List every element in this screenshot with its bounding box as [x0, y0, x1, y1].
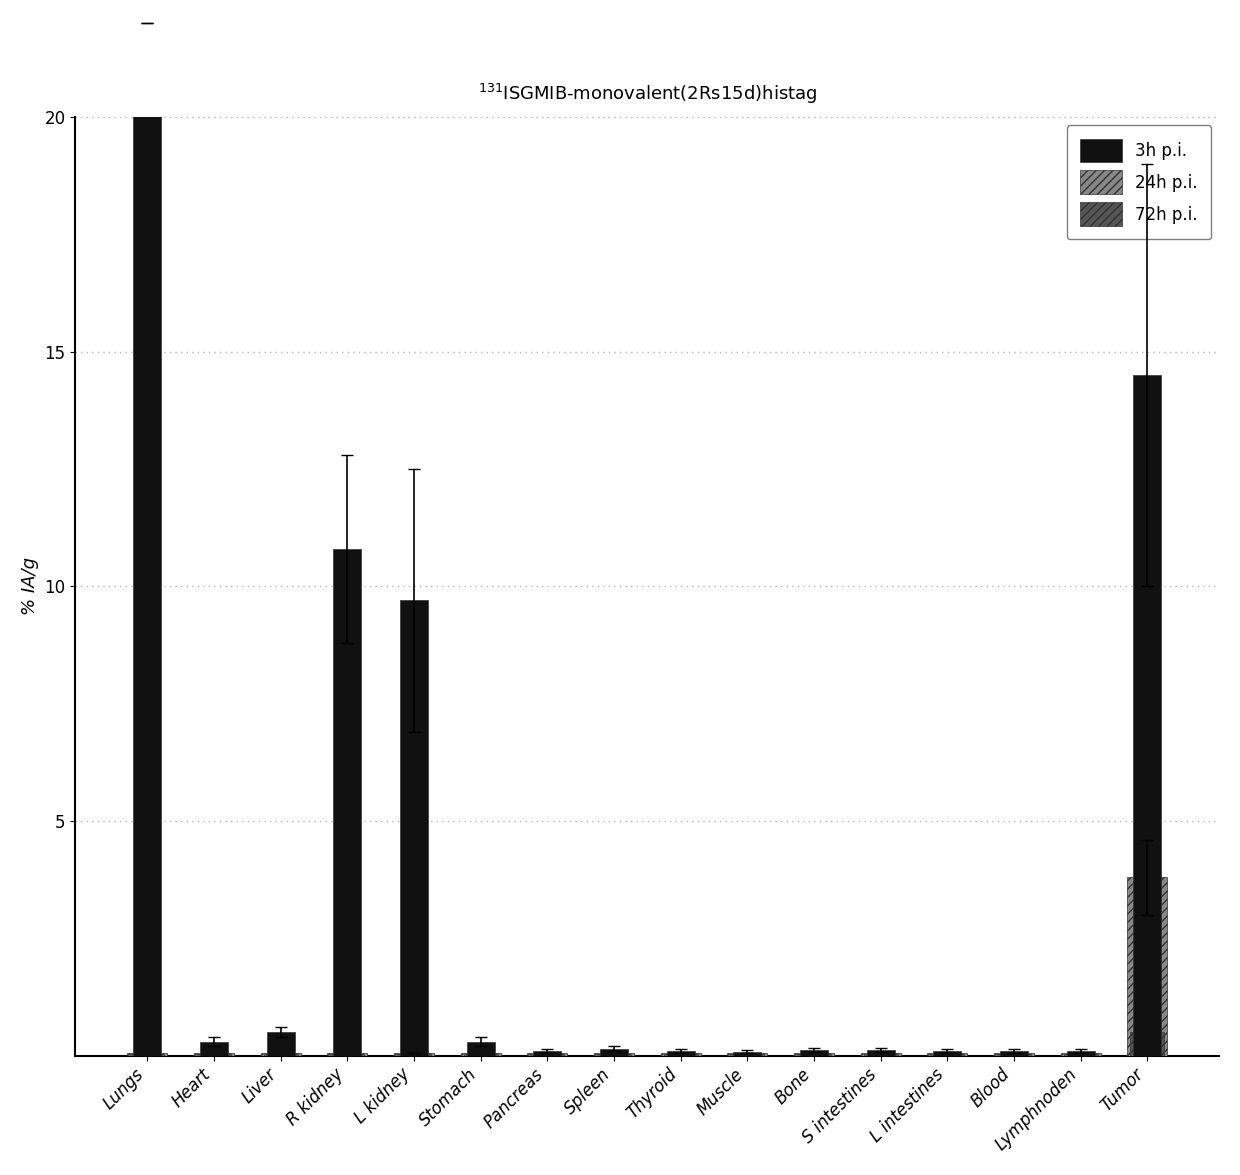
Bar: [334, 549, 361, 1055]
Bar: [661, 1053, 701, 1055]
Bar: [527, 1053, 567, 1055]
Legend: 3h p.i., 24h p.i., 72h p.i.: 3h p.i., 24h p.i., 72h p.i.: [1066, 126, 1210, 240]
Bar: [861, 1053, 900, 1055]
Bar: [1133, 375, 1161, 1055]
Bar: [460, 1053, 501, 1055]
Bar: [267, 1032, 295, 1055]
Bar: [260, 1053, 300, 1055]
Title: $^{131}$ISGMIB-monovalent(2Rs15d)histag: $^{131}$ISGMIB-monovalent(2Rs15d)histag: [477, 82, 817, 106]
Bar: [863, 1054, 898, 1055]
Bar: [1064, 1054, 1097, 1055]
Bar: [1060, 1053, 1101, 1055]
Bar: [600, 1048, 627, 1055]
Bar: [394, 1053, 434, 1055]
Bar: [934, 1050, 961, 1055]
Bar: [867, 1050, 894, 1055]
Bar: [133, 24, 161, 1055]
Bar: [264, 1054, 298, 1055]
Bar: [130, 1054, 164, 1055]
Bar: [928, 1053, 967, 1055]
Bar: [1066, 1050, 1095, 1055]
Bar: [399, 600, 428, 1055]
Bar: [531, 1054, 564, 1055]
Bar: [993, 1053, 1034, 1055]
Bar: [397, 1054, 430, 1055]
Bar: [800, 1050, 828, 1055]
Bar: [330, 1054, 365, 1055]
Bar: [128, 1053, 167, 1055]
Bar: [999, 1050, 1028, 1055]
Bar: [930, 1054, 965, 1055]
Bar: [533, 1050, 562, 1055]
Bar: [466, 1041, 495, 1055]
Bar: [730, 1054, 764, 1055]
Bar: [1130, 1032, 1164, 1055]
Bar: [663, 1054, 698, 1055]
Bar: [794, 1053, 833, 1055]
Bar: [464, 1054, 497, 1055]
Bar: [1127, 878, 1167, 1055]
Bar: [997, 1054, 1030, 1055]
Bar: [797, 1054, 831, 1055]
Bar: [327, 1053, 367, 1055]
Bar: [667, 1050, 694, 1055]
Bar: [197, 1054, 231, 1055]
Bar: [733, 1052, 761, 1055]
Bar: [727, 1053, 768, 1055]
Bar: [594, 1053, 634, 1055]
Bar: [193, 1053, 234, 1055]
Y-axis label: % IA/g: % IA/g: [21, 557, 38, 616]
Bar: [596, 1054, 631, 1055]
Bar: [200, 1041, 228, 1055]
